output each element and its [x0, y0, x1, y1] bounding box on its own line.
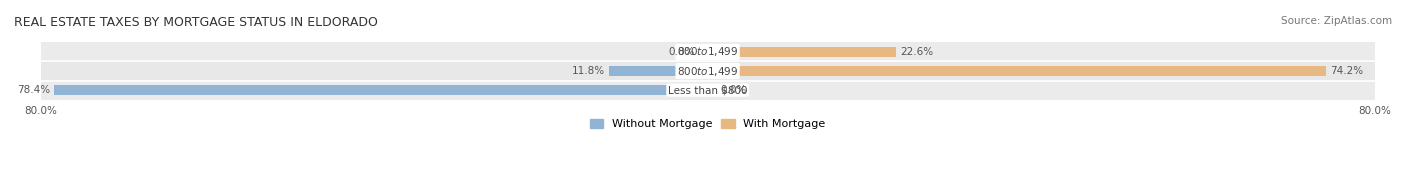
Bar — [41, 42, 1375, 62]
Text: Less than $800: Less than $800 — [668, 85, 748, 95]
Text: REAL ESTATE TAXES BY MORTGAGE STATUS IN ELDORADO: REAL ESTATE TAXES BY MORTGAGE STATUS IN … — [14, 16, 378, 29]
Bar — [707, 66, 1326, 76]
Bar — [707, 47, 896, 57]
Bar — [41, 81, 1375, 100]
Text: $800 to $1,499: $800 to $1,499 — [678, 45, 738, 58]
Bar — [41, 62, 1375, 81]
Text: 11.8%: 11.8% — [572, 66, 605, 76]
Text: Source: ZipAtlas.com: Source: ZipAtlas.com — [1281, 16, 1392, 26]
Bar — [609, 66, 707, 76]
Legend: Without Mortgage, With Mortgage: Without Mortgage, With Mortgage — [585, 115, 830, 134]
Text: 74.2%: 74.2% — [1330, 66, 1364, 76]
Text: $800 to $1,499: $800 to $1,499 — [678, 64, 738, 78]
Text: 0.0%: 0.0% — [669, 47, 695, 57]
Text: 22.6%: 22.6% — [900, 47, 934, 57]
Text: 0.0%: 0.0% — [720, 85, 747, 95]
Bar — [53, 85, 707, 95]
Text: 78.4%: 78.4% — [17, 85, 49, 95]
